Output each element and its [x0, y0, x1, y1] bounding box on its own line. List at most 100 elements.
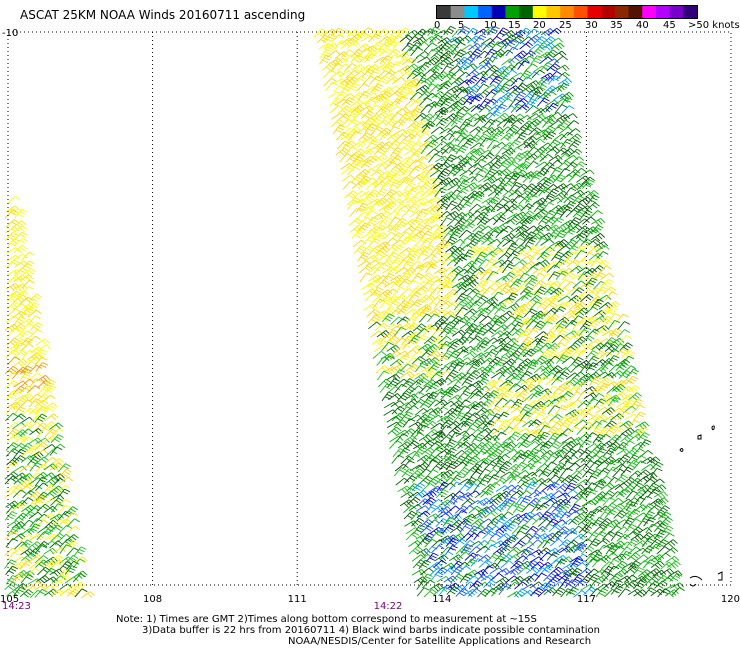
wind-barb: [399, 196, 413, 204]
wind-barb: [562, 562, 577, 571]
wind-barb: [434, 554, 449, 563]
wind-barb: [642, 510, 655, 521]
wind-barb: [378, 216, 392, 226]
wind-barb: [669, 572, 683, 582]
wind-barb: [620, 434, 634, 443]
wind-barb: [546, 63, 561, 72]
wind-barb: [636, 560, 650, 569]
wind-barb: [657, 552, 671, 561]
wind-barb: [595, 406, 610, 414]
wind-barb: [11, 323, 26, 332]
wind-barb: [36, 503, 51, 512]
wind-barb: [411, 148, 425, 157]
wind-barb: [650, 461, 664, 471]
wind-barb: [615, 362, 629, 371]
wind-barb: [417, 468, 432, 478]
wind-barb: [419, 358, 434, 367]
wind-barb: [382, 307, 396, 317]
wind-barb: [512, 41, 526, 51]
wind-barb: [454, 505, 469, 514]
wind-barb: [11, 370, 25, 380]
wind-barb: [572, 491, 587, 500]
wind-barb: [13, 274, 28, 283]
wind-barb: [29, 462, 43, 472]
wind-barb: [529, 460, 542, 471]
wind-barb: [483, 539, 496, 549]
wind-barb: [544, 216, 559, 225]
wind-barb: [351, 70, 366, 79]
wind-barb: [377, 127, 392, 136]
wind-barb: [4, 491, 19, 499]
wind-barb: [375, 322, 389, 331]
wind-barb: [450, 265, 464, 275]
wind-barb: [598, 351, 613, 360]
wind-barb: [502, 118, 516, 128]
wind-barb: [503, 365, 518, 374]
wind-barb: [549, 566, 564, 576]
wind-barb: [379, 87, 394, 96]
wind-barb: [536, 251, 551, 261]
wind-barb: [402, 460, 415, 470]
wind-barb: [464, 315, 478, 325]
wind-barb: [545, 102, 559, 112]
wind-barb: [383, 189, 397, 198]
wind-barb: [403, 218, 418, 228]
wind-barb: [391, 244, 404, 254]
wind-barb: [409, 260, 423, 269]
wind-barb: [459, 482, 473, 492]
wind-barb: [602, 447, 617, 457]
wind-barb: [353, 75, 367, 85]
wind-barb: [425, 459, 438, 470]
wind-barb: [571, 573, 585, 584]
wind-barb: [520, 541, 535, 549]
wind-barb: [549, 329, 562, 339]
wind-barb: [527, 373, 542, 382]
wind-barb: [413, 524, 426, 535]
wind-barb: [540, 76, 555, 85]
wind-barb: [387, 140, 401, 150]
wind-barb: [395, 95, 408, 106]
colorbar-swatch: [546, 6, 561, 18]
wind-barb: [477, 588, 491, 598]
wind-barb: [546, 350, 560, 360]
wind-barb: [451, 28, 465, 38]
wind-barb: [442, 321, 456, 331]
wind-barb: [463, 95, 476, 106]
wind-barb: [473, 482, 486, 493]
wind-barb: [457, 390, 471, 400]
wind-barb: [519, 370, 533, 380]
wind-barb: [493, 431, 507, 441]
wind-barb: [425, 57, 440, 66]
wind-barb: [533, 197, 548, 206]
wind-barb: [568, 133, 583, 142]
wind-barb: [585, 350, 599, 360]
wind-barb: [469, 54, 483, 65]
wind-barb: [517, 566, 531, 576]
wind-barb: [478, 258, 492, 268]
wind-barb: [21, 504, 36, 514]
wind-barb: [4, 547, 18, 556]
wind-barb: [35, 575, 50, 584]
wind-barb: [575, 463, 590, 471]
wind-barb: [560, 460, 573, 471]
wind-barb: [482, 453, 496, 463]
wind-barb: [505, 161, 520, 170]
wind-barb: [49, 485, 64, 494]
wind-barb: [492, 460, 506, 470]
wind-barb: [405, 322, 420, 331]
wind-barb: [446, 582, 461, 592]
wind-barb: [587, 496, 601, 506]
wind-barb: [440, 132, 455, 141]
wind-barb: [625, 497, 640, 505]
wind-barb: [390, 324, 405, 331]
wind-barb: [4, 323, 19, 333]
wind-barb: [42, 421, 57, 430]
wind-barb: [460, 543, 474, 554]
wind-barb: [482, 118, 496, 128]
wind-barb: [466, 116, 479, 127]
wind-barb: [559, 131, 573, 141]
wind-barb: [418, 61, 432, 71]
wind-barb: [585, 190, 599, 199]
wind-barb: [439, 217, 453, 227]
wind-barb: [501, 232, 516, 242]
